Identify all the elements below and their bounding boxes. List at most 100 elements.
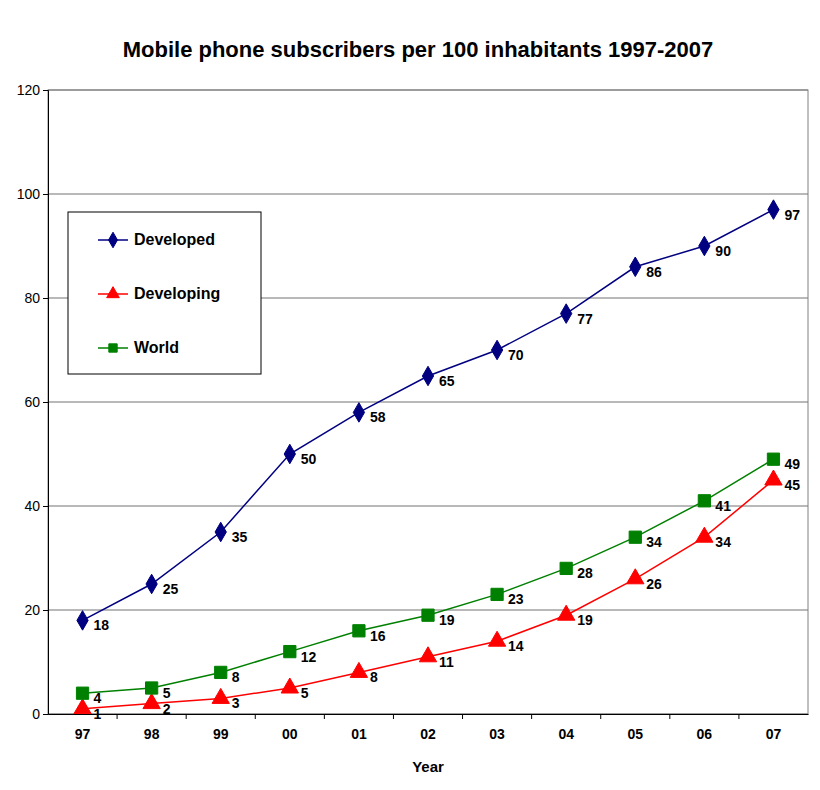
marker	[353, 403, 364, 423]
legend: Developed Developing World	[68, 212, 261, 374]
data-label: 8	[370, 669, 378, 685]
y-tick: 60	[24, 394, 48, 410]
legend-label: World	[134, 339, 179, 356]
chart-title: Mobile phone subscribers per 100 inhabit…	[123, 37, 714, 62]
x-tick-label: 98	[144, 726, 160, 742]
y-tick: 120	[17, 82, 48, 98]
marker	[491, 588, 503, 600]
data-label: 77	[577, 311, 593, 327]
legend-label: Developing	[134, 285, 220, 302]
legend-label: Developed	[134, 231, 215, 248]
data-label: 70	[508, 347, 524, 363]
marker	[491, 340, 502, 360]
data-label: 16	[370, 628, 386, 644]
x-tick: 97	[75, 714, 91, 742]
data-label: 12	[301, 649, 317, 665]
plot-area	[48, 90, 808, 714]
data-label: 4	[94, 690, 102, 706]
y-tick: 80	[24, 290, 48, 306]
legend-marker	[107, 287, 120, 298]
data-label: 25	[163, 581, 179, 597]
grid-line	[48, 194, 808, 195]
x-axis: 97 98 99 00 01 02 03 04 05 06 07	[49, 714, 809, 742]
x-tick-label: 02	[420, 726, 436, 742]
x-tick: 07	[766, 714, 782, 742]
legend-marker	[109, 232, 118, 248]
marker	[146, 574, 157, 594]
data-label: 34	[715, 534, 731, 550]
x-separator	[462, 714, 463, 719]
x-separator	[324, 714, 325, 719]
y-tick-label: 60	[24, 394, 40, 410]
marker	[77, 611, 88, 631]
y-tick-label: 20	[24, 602, 40, 618]
x-separator	[117, 714, 118, 719]
x-tick-label: 07	[766, 726, 782, 742]
x-separator	[531, 714, 532, 719]
data-label: 19	[577, 612, 593, 628]
marker	[422, 366, 433, 386]
marker	[215, 522, 226, 542]
data-label: 65	[439, 373, 455, 389]
marker	[212, 688, 229, 703]
marker	[146, 682, 158, 694]
legend-item: World	[98, 339, 179, 356]
legend-item: Developed	[98, 231, 215, 248]
data-label: 97	[784, 207, 800, 223]
marker	[699, 236, 710, 256]
chart: 0204060801001209798990001020304050607182…	[0, 0, 820, 790]
marker	[419, 647, 436, 662]
x-tick-label: 05	[627, 726, 643, 742]
y-tick-label: 100	[17, 186, 41, 202]
x-separator	[255, 714, 256, 719]
marker	[76, 687, 88, 699]
data-label: 5	[301, 685, 309, 701]
marker	[630, 257, 641, 277]
x-tick: 05	[627, 714, 643, 742]
y-tick-mark	[43, 402, 48, 403]
plot-frame	[48, 90, 808, 714]
data-label: 34	[646, 534, 662, 550]
y-tick-label: 120	[17, 82, 41, 98]
y-axis: 020406080100120	[17, 82, 49, 722]
x-tick: 03	[489, 714, 505, 742]
series-markers	[74, 470, 782, 714]
x-tick: 99	[213, 714, 229, 742]
x-tick-label: 97	[75, 726, 91, 742]
y-tick-label: 80	[24, 290, 40, 306]
x-tick: 06	[697, 714, 713, 742]
data-label: 86	[646, 264, 662, 280]
series-line	[83, 459, 774, 693]
x-tick-label: 04	[558, 726, 574, 742]
marker	[353, 625, 365, 637]
data-label: 35	[232, 529, 248, 545]
x-tick: 01	[351, 714, 367, 742]
marker	[767, 453, 779, 465]
x-tick-label: 00	[282, 726, 298, 742]
marker	[561, 304, 572, 324]
x-axis-title: Year	[412, 758, 444, 775]
y-tick-label: 40	[24, 498, 40, 514]
y-tick: 100	[17, 186, 48, 202]
y-tick-mark	[43, 298, 48, 299]
marker	[696, 527, 713, 542]
marker	[215, 666, 227, 678]
marker	[765, 470, 782, 485]
series-markers	[76, 453, 779, 699]
data-label: 11	[439, 654, 454, 670]
y-tick-mark	[43, 506, 48, 507]
data-label: 2	[163, 701, 171, 717]
data-label: 28	[577, 565, 593, 581]
x-separator	[186, 714, 187, 719]
marker	[627, 569, 644, 584]
y-tick: 40	[24, 498, 48, 514]
data-label: 8	[232, 669, 240, 685]
marker	[281, 678, 298, 693]
marker	[558, 605, 575, 620]
y-tick-mark	[43, 194, 48, 195]
legend-item: Developing	[98, 285, 220, 302]
x-separator	[669, 714, 670, 719]
x-tick: 02	[420, 714, 436, 742]
data-label: 26	[646, 576, 662, 592]
legend-box	[68, 212, 261, 374]
